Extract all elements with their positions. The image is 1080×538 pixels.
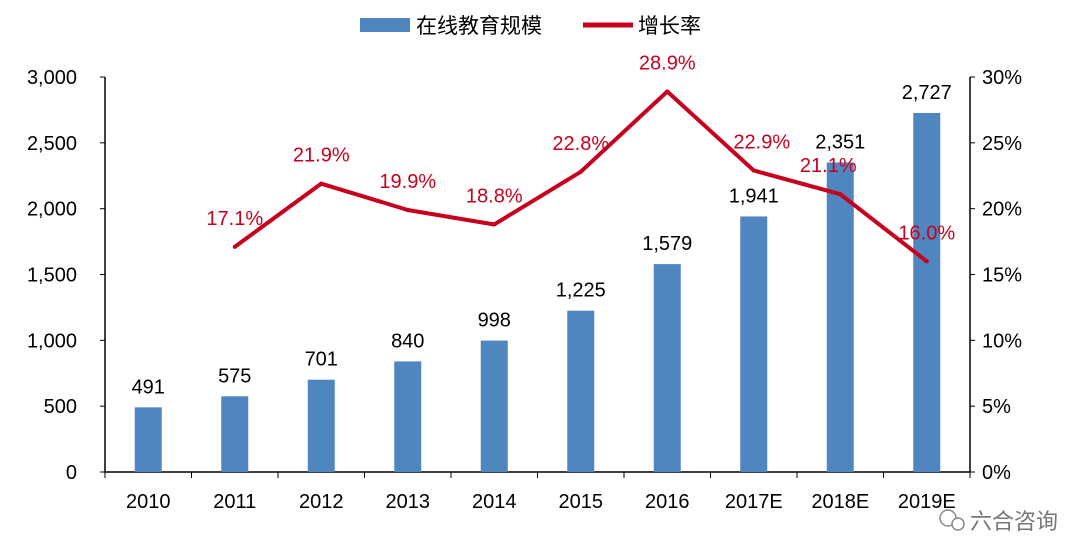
x-tick-label: 2015 bbox=[559, 491, 604, 513]
y-right-tick-label: 25% bbox=[982, 133, 1022, 155]
y-left-tick-label: 2,000 bbox=[27, 199, 77, 221]
y-left-tick-label: 2,500 bbox=[27, 133, 77, 155]
growth-point bbox=[232, 244, 237, 249]
bar bbox=[307, 379, 335, 472]
bar bbox=[134, 407, 162, 472]
data-labels: 491 575 701 840 998 1,225 1,579 1,941 2,351 2,727… bbox=[132, 52, 956, 398]
growth-value-label: 17.1% bbox=[206, 208, 263, 230]
growth-value-label: 18.8% bbox=[466, 185, 523, 207]
growth-point bbox=[319, 181, 324, 186]
x-tick-label: 2019E bbox=[898, 491, 956, 513]
bar-value-label: 840 bbox=[391, 330, 424, 352]
bar-value-label: 491 bbox=[132, 376, 165, 398]
bar bbox=[653, 264, 681, 472]
bar-value-label: 701 bbox=[305, 349, 338, 371]
bar-value-label: 1,941 bbox=[729, 185, 779, 207]
bar bbox=[394, 361, 422, 472]
y-left-tick-label: 1,000 bbox=[27, 330, 77, 352]
bar bbox=[221, 396, 249, 472]
x-tick-label: 2016 bbox=[645, 491, 690, 513]
y-right-tick-label: 15% bbox=[982, 265, 1022, 287]
growth-value-label: 19.9% bbox=[379, 171, 436, 193]
y-right-tick-label: 5% bbox=[982, 396, 1011, 418]
growth-value-label: 16.0% bbox=[898, 222, 955, 244]
y-right-tick-label: 10% bbox=[982, 330, 1022, 352]
growth-point bbox=[751, 168, 756, 173]
bar bbox=[740, 216, 768, 472]
watermark-text: 六合咨询 bbox=[970, 509, 1058, 533]
y-right-tick-label: 30% bbox=[982, 67, 1022, 89]
x-tick-label: 2018E bbox=[811, 491, 869, 513]
x-tick-label: 2017E bbox=[725, 491, 783, 513]
y-left-tick-label: 0 bbox=[66, 462, 77, 484]
watermark: 六合咨询 bbox=[939, 509, 1058, 534]
growth-value-label: 22.8% bbox=[552, 133, 609, 155]
legend-line-label: 增长率 bbox=[638, 15, 701, 38]
bar-value-label: 2,351 bbox=[815, 131, 865, 153]
growth-point bbox=[665, 89, 670, 94]
bar-value-label: 575 bbox=[218, 365, 251, 387]
bar-value-label: 998 bbox=[478, 310, 511, 332]
y-left-tick-label: 500 bbox=[44, 396, 77, 418]
y-left-tick-label: 3,000 bbox=[27, 67, 77, 89]
growth-point bbox=[405, 207, 410, 212]
growth-point bbox=[578, 169, 583, 174]
x-tick-label: 2012 bbox=[299, 491, 344, 513]
growth-line bbox=[232, 89, 929, 264]
x-tick-label: 2011 bbox=[213, 491, 256, 513]
bar bbox=[567, 310, 595, 472]
x-tick-label: 2014 bbox=[472, 491, 517, 513]
bars bbox=[134, 112, 941, 472]
bar bbox=[826, 162, 854, 472]
wechat-icon-small bbox=[951, 517, 965, 531]
bar-value-label: 2,727 bbox=[902, 82, 952, 104]
legend: 在线教育规模 增长率 bbox=[360, 15, 701, 38]
y-right-tick-label: 0% bbox=[982, 462, 1011, 484]
growth-point bbox=[924, 259, 929, 264]
y-left-tick-label: 1,500 bbox=[27, 265, 77, 287]
bar-value-label: 1,579 bbox=[642, 233, 692, 255]
growth-value-label: 28.9% bbox=[639, 52, 696, 74]
y-right-tick-label: 20% bbox=[982, 199, 1022, 221]
legend-bar-label: 在线教育规模 bbox=[416, 15, 542, 38]
bar bbox=[480, 340, 508, 472]
x-tick-label: 2010 bbox=[126, 491, 171, 513]
bar-value-label: 1,225 bbox=[556, 280, 606, 302]
growth-point bbox=[838, 192, 843, 197]
axes: 0 0% 500 5% 1,000 10% 1,500 15% 2,000 20% 2,500 25%… bbox=[27, 67, 1022, 513]
growth-value-label: 22.9% bbox=[733, 131, 790, 153]
growth-value-label: 21.1% bbox=[800, 155, 857, 177]
bar bbox=[913, 112, 941, 472]
x-tick-label: 2013 bbox=[386, 491, 431, 513]
growth-point bbox=[492, 222, 497, 227]
legend-bar-swatch bbox=[360, 18, 410, 32]
growth-value-label: 21.9% bbox=[293, 145, 350, 167]
